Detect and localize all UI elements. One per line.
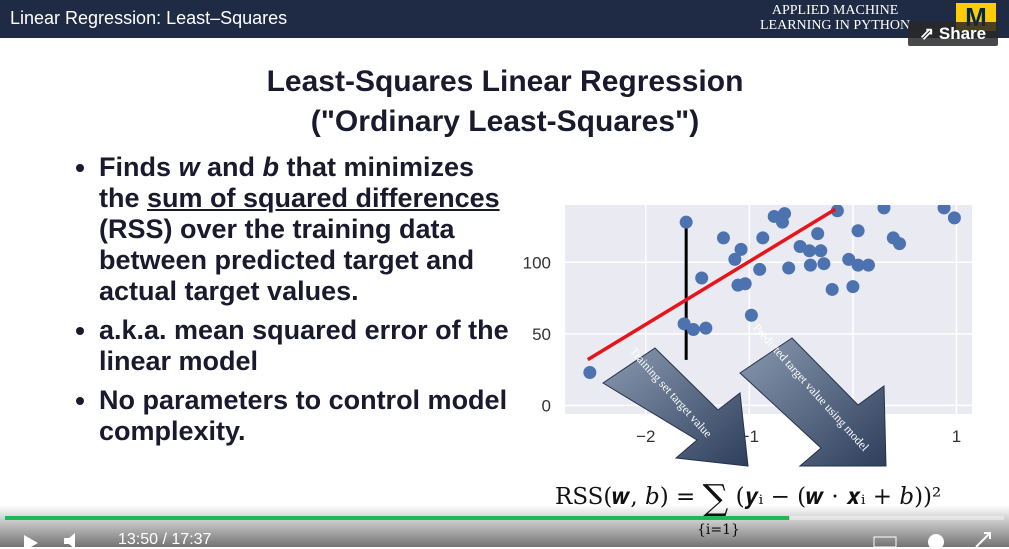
data-layer: [583, 205, 961, 379]
y-tick-label: 100: [523, 253, 551, 272]
y-tick-label: 50: [532, 325, 551, 344]
point: [814, 244, 828, 258]
duration: 17:37: [171, 531, 212, 548]
point: [947, 211, 961, 225]
point: [744, 308, 758, 322]
bullet-text: a.k.a. mean squared error of the linear …: [99, 315, 509, 376]
point: [677, 317, 691, 331]
point: [753, 262, 767, 276]
share-button[interactable]: ⇗ Share: [908, 22, 998, 46]
bullet-text: that minimizes the: [99, 152, 475, 213]
point: [734, 242, 748, 256]
point: [583, 365, 597, 379]
point: [817, 257, 831, 271]
time-sep: /: [162, 531, 167, 548]
captions-button[interactable]: [873, 536, 897, 547]
video-title: Linear Regression: Least–Squares: [10, 8, 288, 28]
point: [803, 258, 817, 272]
title-line: Least-Squares Linear Regression: [266, 65, 744, 98]
fit-line: [586, 207, 837, 362]
point: [716, 231, 730, 245]
settings-button[interactable]: [928, 534, 944, 547]
point: [851, 258, 865, 272]
point: [738, 277, 752, 291]
x-tick-label: 1: [952, 427, 961, 446]
bullet-text: w: [178, 152, 200, 182]
volume-button[interactable]: [64, 533, 75, 547]
point: [728, 252, 742, 266]
player-bar: [0, 505, 1009, 547]
point: [775, 215, 789, 229]
bullet: No parameters to control model complexit…: [99, 385, 519, 447]
time-display: 13:50 / 17:37: [118, 531, 211, 549]
y-tick-label: 0: [542, 396, 551, 415]
point: [782, 261, 796, 275]
slide-title: Least-Squares Linear Regression ("Ordinar…: [200, 62, 810, 142]
bullet: a.k.a. mean squared error of the linear …: [99, 315, 519, 377]
point: [893, 237, 907, 251]
callout-arrow: [739, 337, 887, 467]
point: [846, 280, 860, 294]
bullet-list: Finds w and b that minimizes the sum of …: [55, 152, 519, 455]
callout-arrow: [602, 347, 749, 467]
point: [699, 321, 713, 335]
point: [825, 282, 839, 296]
play-button[interactable]: [24, 535, 38, 547]
bullet-text: and: [199, 152, 263, 182]
bullet-text: b: [262, 152, 280, 182]
point: [695, 271, 709, 285]
point: [686, 323, 700, 337]
share-label: Share: [938, 24, 987, 43]
bullet: Finds w and b that minimizes the sum of …: [99, 152, 519, 307]
point: [937, 205, 951, 215]
point: [851, 224, 865, 238]
progress-played: [5, 516, 790, 520]
bullet-text: No parameters to control model complexit…: [99, 385, 508, 446]
bullet-text: sum of squared differences: [147, 183, 500, 213]
current-time: 13:50: [118, 531, 159, 548]
brand-line: LEARNING IN PYTHON: [760, 18, 911, 33]
point: [877, 205, 891, 215]
point: [679, 215, 693, 229]
point: [842, 252, 856, 266]
brand: APPLIED MACHINE LEARNING IN PYTHON: [760, 3, 910, 33]
brand-line: APPLIED MACHINE: [771, 3, 899, 18]
x-tick-label: −2: [636, 427, 655, 446]
bullet-text: Finds: [99, 152, 179, 182]
point: [861, 258, 875, 272]
point: [811, 227, 825, 241]
bullet-text: (RSS) over the training data between pre…: [99, 214, 475, 306]
point: [802, 244, 816, 258]
point: [756, 231, 770, 245]
fullscreen-button[interactable]: [975, 532, 991, 547]
title-line: ("Ordinary Least-Squares"): [310, 105, 700, 138]
